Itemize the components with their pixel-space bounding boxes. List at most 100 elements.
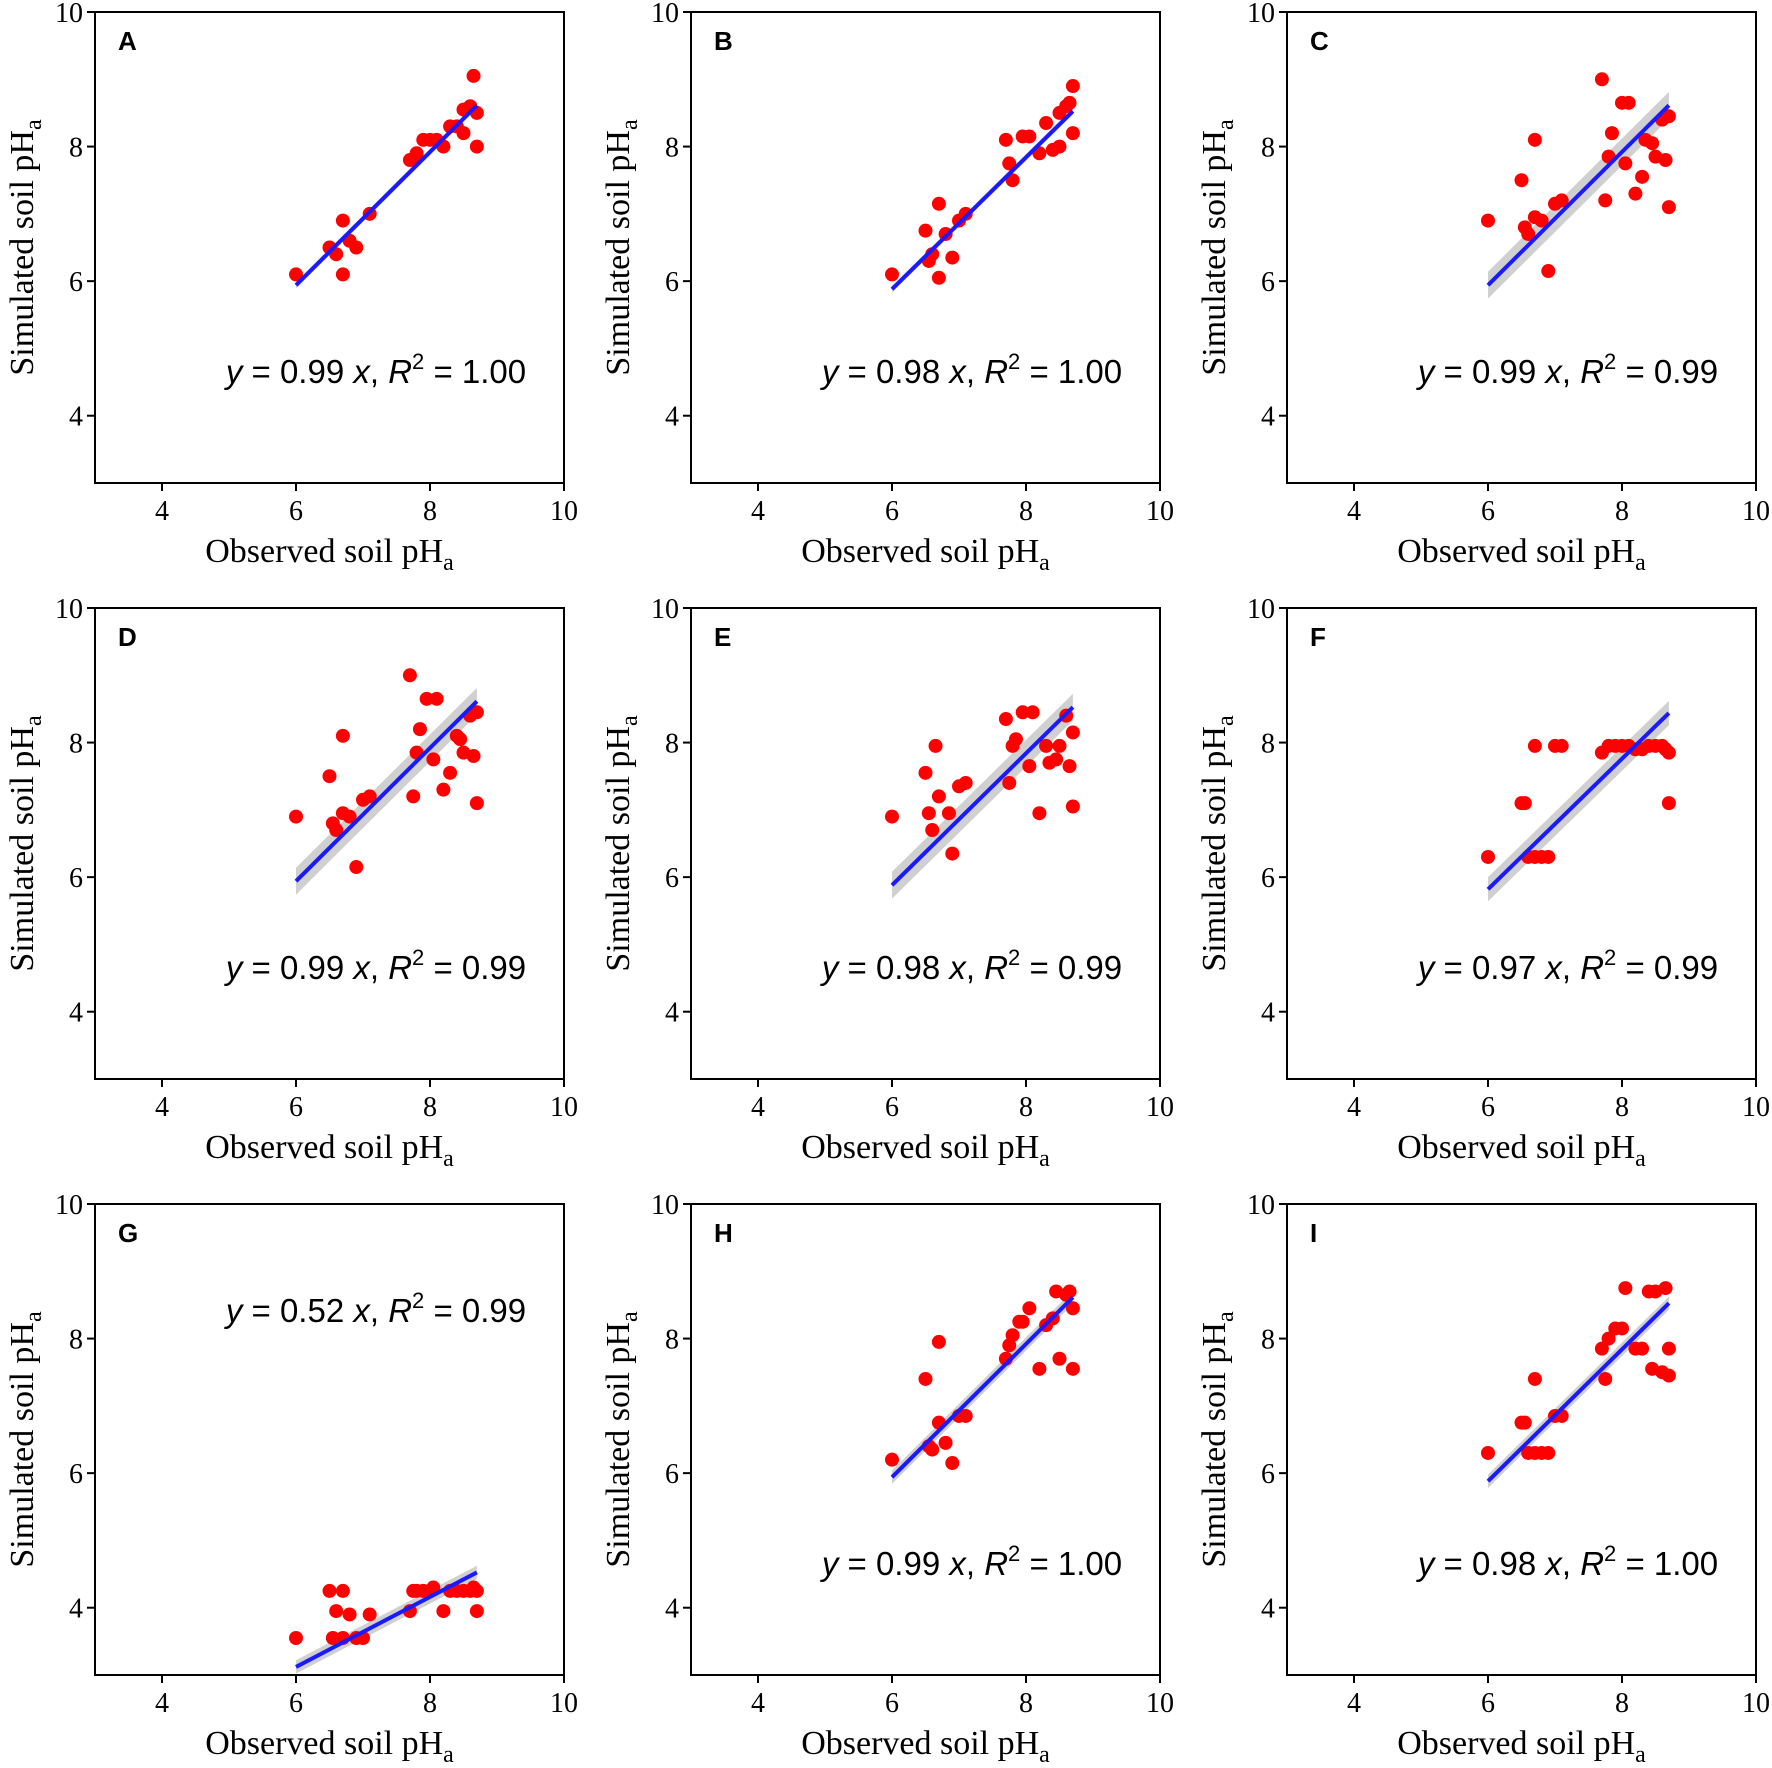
panel-letter: H [714,1218,733,1248]
eq-x-var: x [351,1292,371,1329]
y-axis-title-text: Simulated soil pH [600,726,637,972]
data-point [342,1607,357,1622]
data-point [938,1435,953,1450]
eq-r-var: R [1580,353,1604,390]
eq-equals-2: = [424,353,462,390]
data-point [1039,738,1054,753]
eq-r-var: R [984,353,1008,390]
y-axis-title-text: Simulated soil pH [1196,726,1233,972]
data-point [329,1604,344,1619]
data-point [918,223,933,238]
eq-space [940,353,949,390]
eq-x-var: x [947,1545,967,1582]
panel-letter: I [1310,1218,1317,1248]
data-point [1039,116,1054,131]
data-point [958,775,973,790]
data-point [1062,1284,1077,1299]
eq-y-var: y [1416,1545,1437,1582]
eq-r-exponent: 2 [1008,1541,1020,1566]
x-tick-label: 8 [1615,1688,1629,1719]
eq-equals: = [838,949,876,986]
fit-line [1486,711,1671,891]
y-tick-label: 4 [665,402,679,433]
data-point [1481,1445,1495,1460]
data-point [1514,173,1529,188]
data-point [1002,156,1017,171]
data-point [925,1442,940,1457]
y-tick-label: 6 [1261,863,1275,894]
data-point [419,691,434,706]
data-point [1049,752,1064,767]
eq-x-var: x [1543,353,1563,390]
fit-line [890,705,1075,887]
eq-r2-value: 0.99 [462,1292,526,1329]
data-point [289,267,303,282]
data-point [469,705,484,720]
data-point [1517,796,1532,811]
x-tick-label: 4 [155,496,169,527]
y-axis-title-subscript: a [1213,1311,1239,1322]
data-point [335,1583,350,1598]
data-point [426,1580,441,1595]
eq-slope: 0.98 [876,353,940,390]
data-point [1052,738,1067,753]
y-tick-label: 4 [1261,402,1275,433]
y-tick-label: 10 [55,594,83,625]
data-point [1554,193,1569,208]
eq-space [1536,949,1545,986]
eq-r-exponent: 2 [412,1288,424,1313]
eq-y-var: y [224,949,245,986]
data-point [885,809,899,824]
y-axis-title-text: Simulated soil pH [1196,130,1233,376]
x-tick-label: 4 [1347,1688,1361,1719]
eq-y-var: y [820,353,841,390]
data-point [1022,129,1037,144]
fit-line [1486,103,1671,287]
data-point [1661,109,1676,124]
eq-comma: , [966,353,984,390]
x-tick-label: 10 [550,1092,578,1123]
eq-r2-value: 1.00 [462,353,526,390]
eq-x-var: x [947,949,967,986]
y-axis-title-subscript: a [617,119,643,130]
eq-r2-value: 0.99 [462,949,526,986]
plot-frame [1286,607,1757,1080]
fit-line [294,103,479,287]
y-tick-label: 8 [1261,133,1275,164]
eq-r2-value: 0.99 [1058,949,1122,986]
eq-comma: , [370,1292,388,1329]
x-tick-label: 4 [155,1688,169,1719]
x-tick-label: 8 [423,496,437,527]
x-axis-title-text: Observed soil pH [1397,1725,1635,1762]
x-tick-label: 10 [1742,496,1770,527]
equation-label: y = 0.98 x, R2 = 1.00 [820,349,1122,390]
x-axis-title: Observed soil pHa [801,1129,1050,1172]
data-point [925,823,940,838]
x-tick-label: 6 [885,496,899,527]
data-point [1065,799,1080,814]
eq-comma: , [370,949,388,986]
y-tick-label: 6 [69,267,83,298]
plot-frame [690,1203,1161,1676]
data-point [1621,95,1636,110]
x-axis-title-subscript: a [1635,1146,1646,1172]
y-tick-label: 4 [665,1594,679,1625]
panel-letter: B [714,26,733,56]
y-tick-label: 8 [665,133,679,164]
panel-letter: A [118,26,137,56]
eq-comma: , [966,949,984,986]
fit-line [295,1570,478,1669]
x-tick-label: 10 [1742,1688,1770,1719]
y-tick-label: 8 [69,133,83,164]
data-point [1658,153,1673,168]
y-tick-label: 8 [1261,1325,1275,1356]
data-point [406,789,421,804]
plot-frame [690,607,1161,1080]
